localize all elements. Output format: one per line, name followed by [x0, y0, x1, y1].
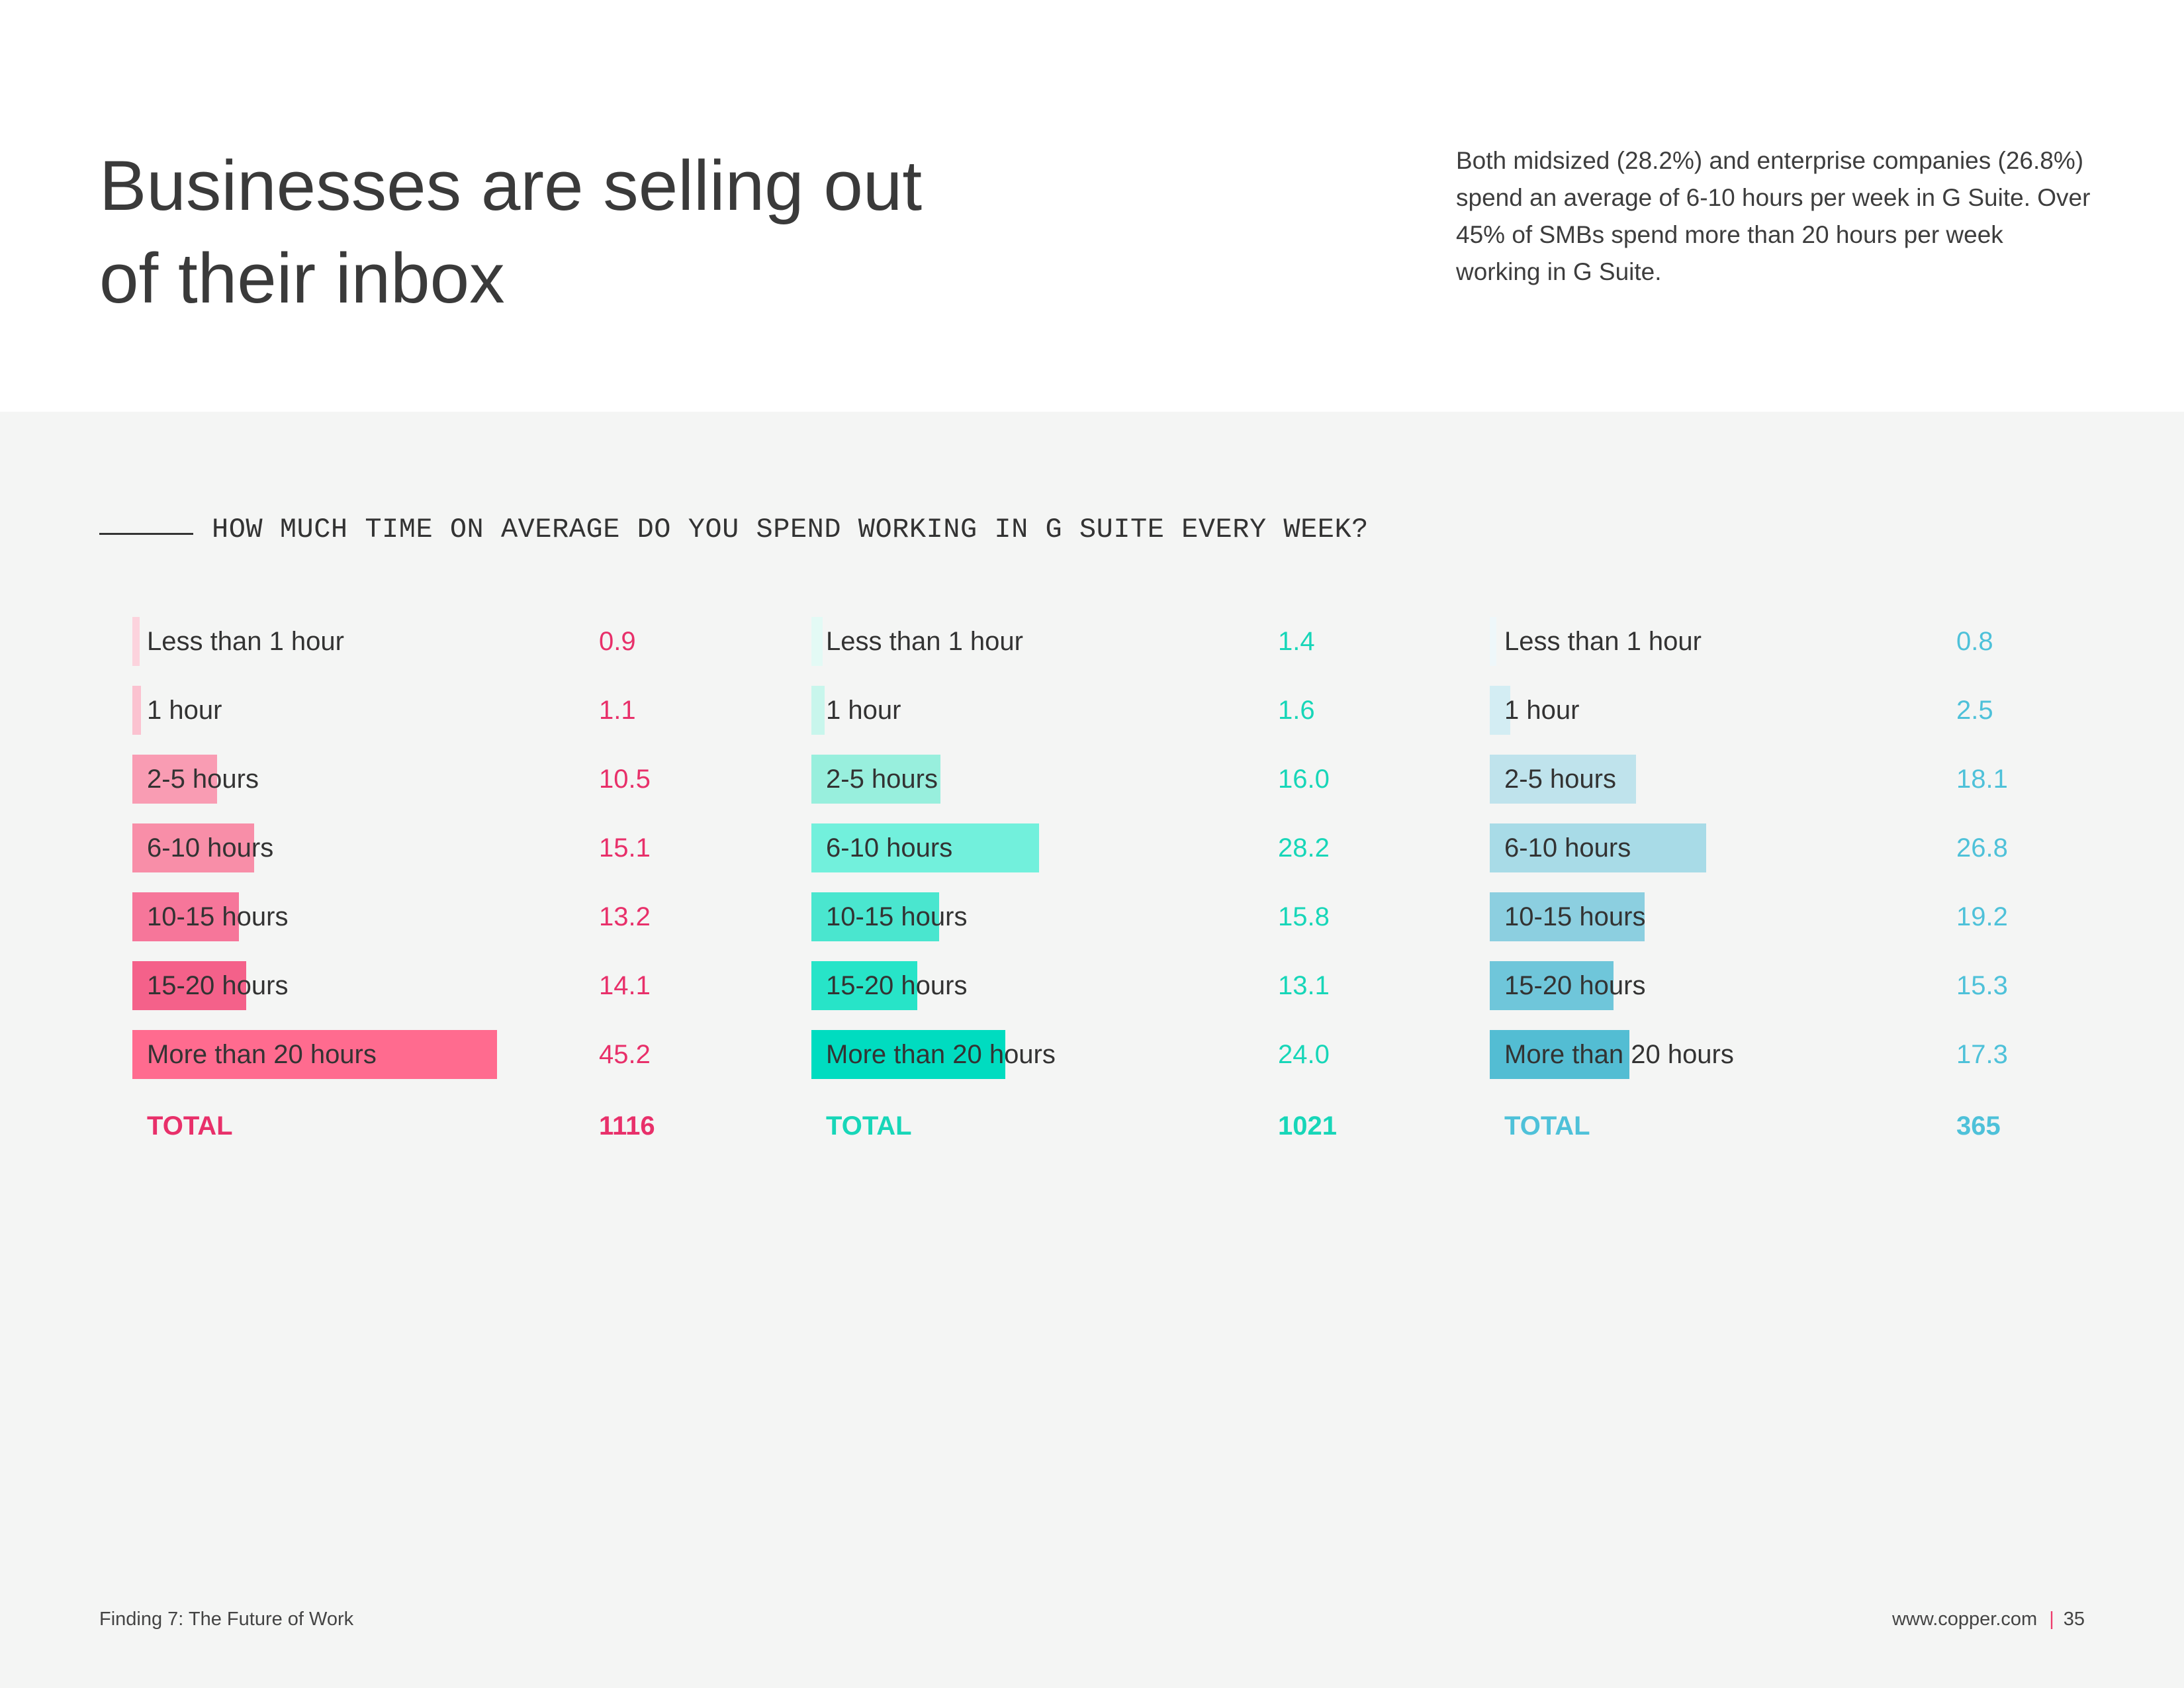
total-value: 1021	[1278, 1111, 1337, 1141]
bar	[811, 617, 823, 666]
bar	[1490, 892, 1645, 941]
total-label: TOTAL	[147, 1111, 233, 1141]
total-value: 365	[1956, 1111, 2001, 1141]
category-label: 1 hour	[826, 696, 901, 725]
category-label: More than 20 hours	[1504, 1040, 1734, 1069]
category-label: More than 20 hours	[147, 1040, 377, 1069]
category-label: 6-10 hours	[147, 833, 274, 863]
bar	[811, 892, 939, 941]
value-label: 15.3	[1956, 971, 2008, 1000]
value-label: 2.5	[1956, 696, 1993, 725]
value-label: 24.0	[1278, 1040, 1330, 1069]
value-label: 45.2	[599, 1040, 651, 1069]
category-label: 15-20 hours	[147, 971, 289, 1000]
bar	[811, 823, 1040, 872]
footer-url: www.copper.com	[1891, 1609, 2038, 1630]
value-label: 0.8	[1956, 627, 1993, 656]
value-label: 16.0	[1278, 765, 1330, 794]
category-label: 2-5 hours	[1504, 765, 1616, 794]
value-label: 14.1	[599, 971, 651, 1000]
page-number: 35	[2063, 1609, 2085, 1630]
value-label: 1.1	[599, 696, 636, 725]
value-label: 19.2	[1956, 902, 2008, 931]
bar	[811, 755, 941, 804]
category-label: Less than 1 hour	[826, 627, 1023, 656]
value-label: 18.1	[1956, 765, 2008, 794]
bar	[1490, 686, 1510, 735]
value-label: 13.1	[1278, 971, 1330, 1000]
footer-section-label: Finding 7: The Future of Work	[99, 1609, 354, 1630]
category-label: 2-5 hours	[147, 765, 259, 794]
page-title-line-2: of their inbox	[99, 238, 505, 318]
bar	[1490, 1030, 1630, 1079]
bar	[132, 1030, 498, 1079]
category-label: 1 hour	[147, 696, 222, 725]
value-label: 10.5	[599, 765, 651, 794]
value-label: 0.9	[599, 627, 636, 656]
value-label: 28.2	[1278, 833, 1330, 863]
category-label: More than 20 hours	[826, 1040, 1056, 1069]
bar	[811, 1030, 1005, 1079]
category-label: 6-10 hours	[826, 833, 953, 863]
footer-right: www.copper.com | 35	[1892, 1609, 2085, 1630]
bar	[1490, 617, 1496, 666]
header-section: Businesses are selling out of their inbo…	[0, 0, 2184, 412]
category-label: 15-20 hours	[826, 971, 968, 1000]
total-label: TOTAL	[826, 1111, 912, 1141]
category-label: 10-15 hours	[147, 902, 289, 931]
bar	[132, 755, 218, 804]
bar	[132, 686, 142, 735]
bar	[1490, 823, 1706, 872]
bar	[811, 961, 917, 1010]
total-label: TOTAL	[1504, 1111, 1590, 1141]
value-label: 17.3	[1956, 1040, 2008, 1069]
value-label: 13.2	[599, 902, 651, 931]
value-label: 15.1	[599, 833, 651, 863]
bar	[132, 617, 140, 666]
bar	[132, 823, 255, 872]
bar	[1490, 961, 1614, 1010]
page-title-line-1: Businesses are selling out	[99, 146, 923, 225]
question-rule	[99, 533, 193, 535]
bar	[1490, 755, 1636, 804]
category-label: 10-15 hours	[1504, 902, 1646, 931]
page-title: Businesses are selling out of their inbo…	[99, 139, 1026, 324]
value-label: 15.8	[1278, 902, 1330, 931]
chart-question: HOW MUCH TIME ON AVERAGE DO YOU SPEND WO…	[212, 514, 1369, 545]
bar	[132, 961, 247, 1010]
category-label: Less than 1 hour	[1504, 627, 1702, 656]
category-label: 10-15 hours	[826, 902, 968, 931]
category-label: 1 hour	[1504, 696, 1580, 725]
value-label: 26.8	[1956, 833, 2008, 863]
value-label: 1.4	[1278, 627, 1315, 656]
category-label: 15-20 hours	[1504, 971, 1646, 1000]
value-label: 1.6	[1278, 696, 1315, 725]
category-label: 6-10 hours	[1504, 833, 1631, 863]
footer-separator: |	[2049, 1609, 2054, 1630]
category-label: Less than 1 hour	[147, 627, 344, 656]
bar	[132, 892, 240, 941]
summary-text: Both midsized (28.2%) and enterprise com…	[1456, 147, 2091, 285]
category-label: 2-5 hours	[826, 765, 938, 794]
bar	[811, 686, 825, 735]
total-value: 1116	[599, 1111, 655, 1141]
